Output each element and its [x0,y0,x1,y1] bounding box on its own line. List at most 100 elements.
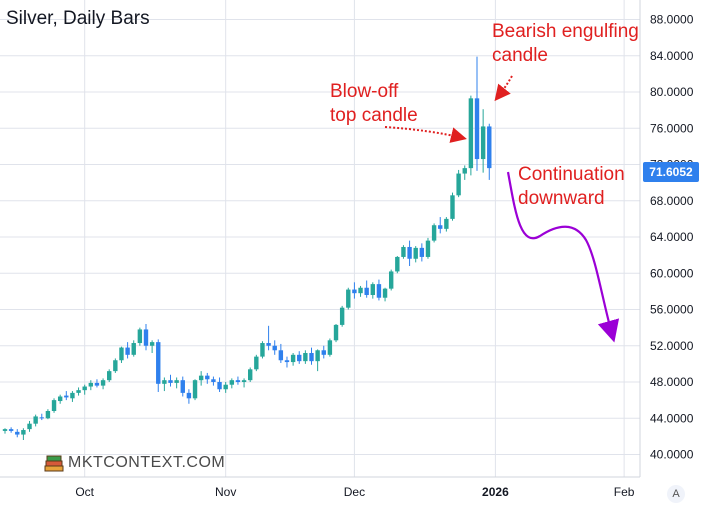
x-tick-label: Oct [75,485,94,499]
candle-up [82,386,87,391]
candle-up [401,246,406,257]
candle-up [88,382,94,387]
candle-up [444,218,449,229]
x-tick-label: 2026 [482,485,509,499]
candle-down [15,431,20,435]
candle-down [297,354,302,362]
candle-down [364,287,369,295]
candle-up [229,380,235,385]
blowoff-arrow [384,126,467,143]
candle-up [358,287,363,294]
candle-up [2,429,8,431]
y-tick-label: 64.0000 [650,230,694,244]
candle-up [413,247,418,259]
stacked-bars-icon [44,455,64,472]
candle-up [33,416,38,424]
y-tick-label: 60.0000 [650,266,694,280]
candle-down [309,353,314,362]
candle-down [321,350,326,355]
candle-down [156,342,161,384]
candles [2,56,492,440]
candle-up [315,350,320,362]
candle-up [450,195,455,219]
candle-up [51,400,57,411]
candle-down [266,343,271,346]
x-tick-label: Dec [344,485,365,499]
bearish-arrow [494,75,513,102]
y-tick-label: 40.0000 [650,448,694,462]
y-tick-label: 48.0000 [650,375,694,389]
candle-down [487,126,492,169]
blowoff-annotation: Blow-off top candle [330,81,418,126]
y-tick-label: 80.0000 [650,85,694,99]
candle-up [395,256,400,272]
candle-down [8,429,14,431]
y-tick-label: 84.0000 [650,49,694,63]
candle-up [456,173,461,196]
candle-up [346,289,351,308]
candle-up [45,411,51,419]
candle-down [235,380,241,382]
candle-up [76,390,81,393]
candle-up [149,342,155,346]
auto-scale-button[interactable]: A [667,485,685,503]
candle-up [137,329,143,344]
candle-down [64,395,69,398]
candle-down [125,347,130,355]
chart-title: Silver, Daily Bars [6,8,150,29]
candle-up [21,430,26,435]
price-axis[interactable]: 88.000084.000080.000076.000072.000068.00… [650,13,694,462]
candle-down [278,350,284,361]
candle-up [57,396,63,402]
y-tick-label: 76.0000 [650,121,694,135]
candle-up [131,343,136,355]
candle-up [339,307,345,325]
candle-down [352,289,357,294]
y-tick-label: 56.0000 [650,303,694,317]
candle-up [462,168,467,174]
candle-down [438,225,443,229]
candle-up [431,225,437,241]
candle-up [241,380,247,382]
candle-down [143,329,149,346]
y-tick-label: 68.0000 [650,194,694,208]
candle-down [407,246,412,259]
candle-up [223,384,228,390]
candle-down [180,380,185,393]
candle-up [198,375,204,381]
candle-down [284,360,290,363]
x-tick-label: Feb [614,485,635,499]
candle-up [468,98,474,169]
continuation-annotation: Continuation downward [518,164,625,209]
candle-down [186,392,192,399]
candle-down [205,375,210,380]
y-tick-label: 88.0000 [650,13,694,27]
y-tick-label: 52.0000 [650,339,694,353]
candle-up [333,324,339,341]
time-axis[interactable]: Oct Nov Dec 2026 Feb [75,485,634,499]
logo-text: MKTCONTEXT.COM [68,454,226,471]
candle-up [480,126,486,160]
y-tick-label: 44.0000 [650,411,694,425]
candle-down [474,98,480,160]
candle-up [192,380,198,399]
last-price-label: 71.6052 [643,162,699,182]
candle-up [248,369,253,381]
candle-up [107,371,112,381]
candle-up [327,340,333,355]
candle-up [113,360,118,372]
candle-up [388,271,394,289]
x-tick-label: Nov [215,485,236,499]
brand-logo: MKTCONTEXT.COM [44,454,225,472]
candle-up [100,380,106,386]
candle-up [290,354,296,363]
candle-up [260,343,265,357]
candle-down [39,417,44,419]
candle-up [174,380,179,383]
bearish-annotation: Bearish engulfing candle [492,21,639,66]
candle-down [217,382,222,390]
candle-up [303,353,308,362]
candle-up [162,380,167,384]
candle-down [376,284,382,298]
